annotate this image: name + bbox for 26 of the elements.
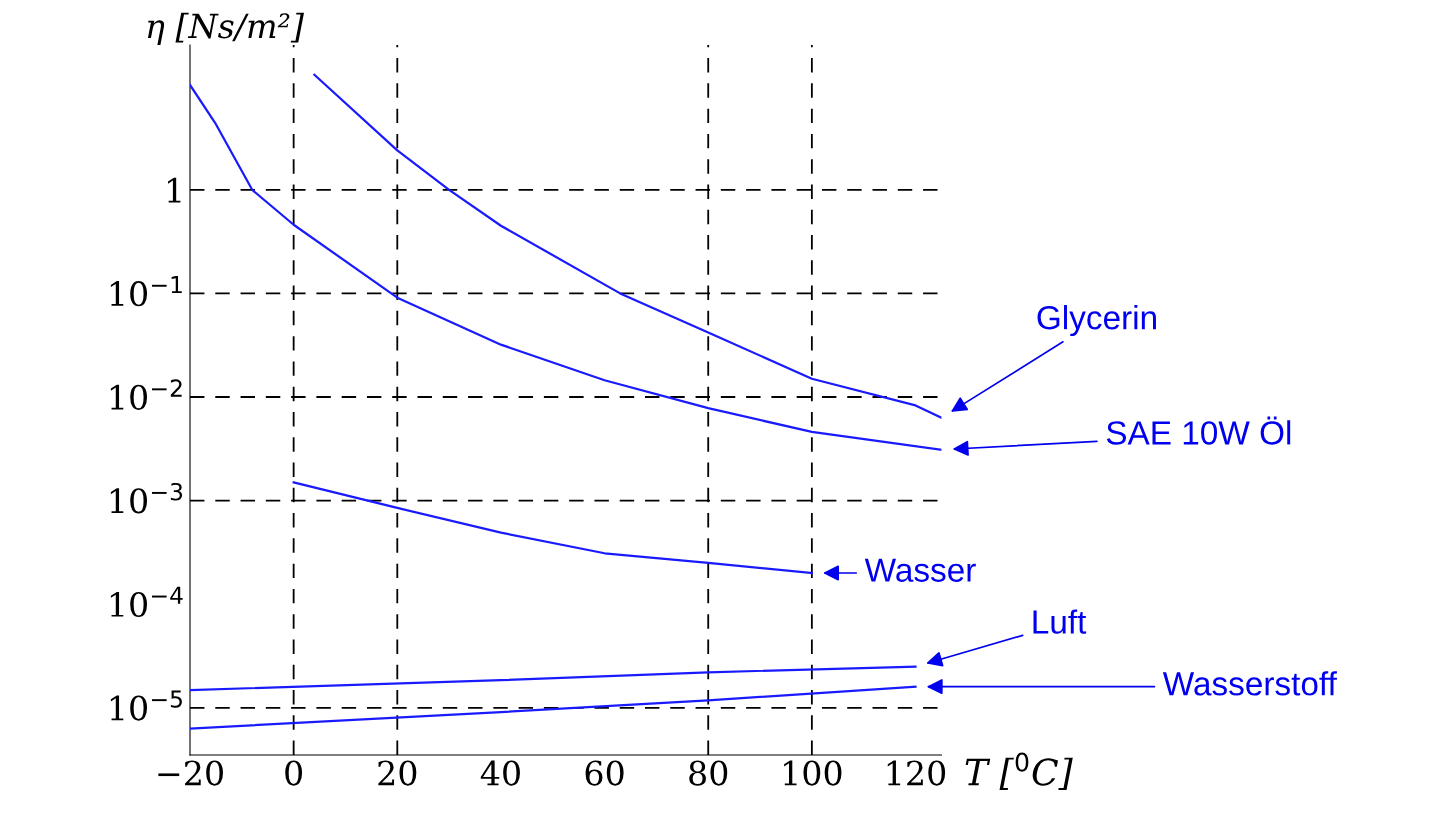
text: SAE 10W Öl: [1106, 416, 1291, 445]
y-tick-label: 10$^{−3}$: [110, 482, 183, 514]
y-tick-label: 1: [168, 177, 181, 203]
x-tick-label: 80: [689, 760, 728, 786]
line-series: [313, 73, 942, 419]
y-tick-label: 10$^{−1}$: [110, 276, 182, 307]
line-series: [292, 481, 813, 575]
text: Luft: [1033, 609, 1087, 634]
line-series: [190, 685, 917, 730]
x-tick-label: 20: [378, 760, 417, 786]
series-label: Wasser: [864, 558, 976, 582]
x-tick-label: 120: [887, 760, 946, 786]
y-tick-label: 10$^{−4}$: [110, 586, 183, 618]
x-tick-label: −20: [158, 760, 223, 786]
x-tick-label: 100: [784, 760, 842, 786]
x-tick-label: 40: [480, 760, 520, 786]
text: Wasserstoff: [1162, 671, 1337, 696]
line-series: [190, 665, 917, 692]
y-tick-label: 10$^{−5}$: [110, 690, 182, 721]
y-tick-label: 10$^{−2}$: [110, 379, 182, 410]
text: Glycerin: [1037, 305, 1156, 337]
y-axis-title: η [Ns/m²]: [147, 12, 304, 45]
x-tick-label: 60: [585, 760, 624, 786]
x-tick-label: 0: [285, 760, 303, 786]
line-series: [190, 83, 942, 451]
x-axis-title: T [$^{0}$C]: [965, 752, 1073, 790]
